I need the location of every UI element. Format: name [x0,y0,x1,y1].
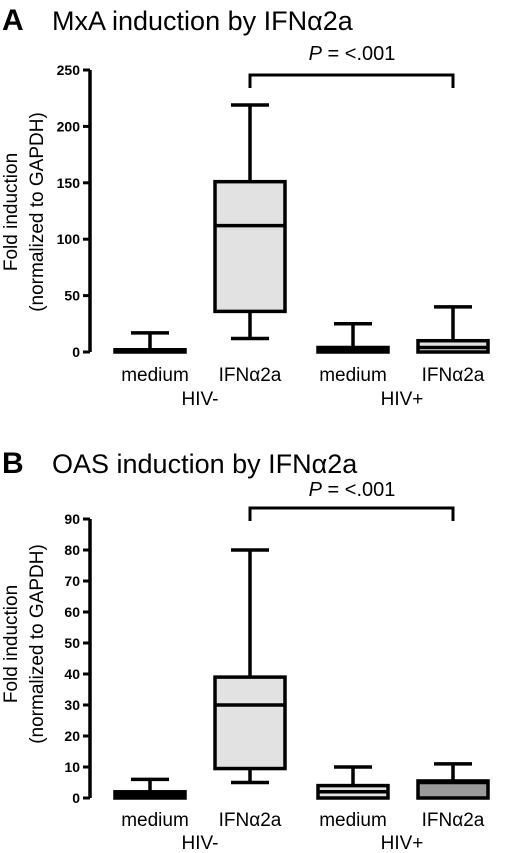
y-tick-label: 70 [64,573,80,589]
x-tick-label: medium [121,365,189,386]
group-label-hiv-positive: HIV+ [381,389,424,410]
y-tick-label: 50 [64,288,80,304]
y-axis-label-line-1: Fold induction [1,585,22,703]
y-tick-label: 0 [72,790,80,806]
p-value-text: = <.001 [322,43,395,65]
y-axis-label-line-2: (normalized to GAPDH) [27,544,48,744]
y-tick-label: 10 [64,759,80,775]
box-3 [316,765,390,800]
x-tick-label: IFNα2a [219,810,282,831]
x-tick-label: IFNα2a [219,365,282,386]
y-tick-label: 250 [57,62,81,78]
panel-letter: A [2,4,24,37]
box-body [213,179,287,314]
significance-bracket [248,73,455,88]
panel-letter: B [2,447,24,480]
x-tick-label: medium [319,810,387,831]
y-axis-label-line-2: (normalized to GAPDH) [27,112,48,312]
significance-bracket [248,506,455,521]
x-tick-label: IFNα2a [422,810,485,831]
y-tick-label: 20 [64,728,80,744]
y-tick-label: 50 [64,635,80,651]
box-2 [213,103,287,341]
p-value-text: = <.001 [322,479,395,501]
box-4 [416,305,490,354]
panel-b: B OAS induction by IFNα2a Fold induction… [1,447,490,853]
y-tick-label: 90 [64,511,80,527]
p-symbol: P [309,43,323,65]
chart-title: MxA induction by IFNα2a [52,6,354,36]
y-tick-label: 200 [57,118,81,134]
chart-title: OAS induction by IFNα2a [52,449,358,479]
p-value-annotation: P = <.001 [309,479,396,501]
x-tick-label: medium [121,810,189,831]
p-value-annotation: P = <.001 [309,43,396,65]
box-4 [416,762,490,800]
y-tick-label: 0 [72,344,80,360]
box-body [213,675,287,771]
y-tick-label: 80 [64,542,80,558]
y-tick-label: 40 [64,666,80,682]
box-1 [113,777,187,800]
group-label-hiv-positive: HIV+ [381,833,424,853]
box-3 [316,322,390,354]
group-label-hiv-negative: HIV- [182,389,219,410]
y-tick-label: 60 [64,604,80,620]
box-2 [213,548,287,785]
x-tick-label: medium [319,365,387,386]
box-1 [113,331,187,354]
x-tick-label: IFNα2a [422,365,485,386]
y-tick-label: 30 [64,697,80,713]
panel-a: A MxA induction by IFNα2a Fold induction… [1,4,490,410]
group-label-hiv-negative: HIV- [182,833,219,853]
y-tick-label: 150 [57,175,81,191]
p-symbol: P [309,479,323,501]
y-tick-label: 100 [57,231,81,247]
y-axis-label-line-1: Fold induction [1,153,22,271]
